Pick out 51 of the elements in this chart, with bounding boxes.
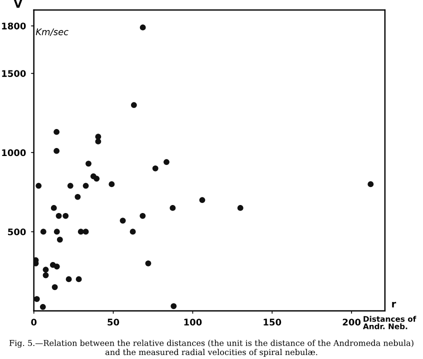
point — [368, 181, 374, 188]
point — [170, 205, 176, 211]
point — [74, 194, 81, 200]
point — [82, 182, 89, 189]
point — [108, 181, 115, 188]
point — [199, 197, 206, 204]
point — [40, 304, 46, 310]
point — [67, 182, 74, 189]
x-tick-label: 150 — [264, 318, 282, 326]
point — [152, 165, 158, 172]
point — [54, 129, 60, 135]
point — [66, 276, 72, 282]
caption: Fig. 5.—Relation between the relative distances (the unit is the distance of the Andromeda nebula) and the measured radial velocities of spiral nebulæ. — [9, 340, 414, 357]
x-tick-label: 0 — [31, 318, 37, 326]
y-tick-label: 1500 — [2, 70, 26, 77]
point — [130, 228, 136, 235]
point — [145, 260, 152, 266]
point — [42, 266, 49, 273]
point — [62, 212, 69, 219]
point — [56, 236, 63, 243]
point — [120, 218, 126, 224]
point — [140, 24, 146, 30]
point — [40, 228, 46, 235]
point — [95, 138, 102, 144]
point — [237, 205, 244, 211]
point — [42, 272, 49, 278]
y-tick-label: 1800 — [2, 22, 26, 30]
point — [130, 102, 137, 108]
point — [54, 148, 60, 154]
y-tick-label: 1000 — [2, 149, 26, 156]
point — [86, 160, 92, 167]
point — [170, 303, 177, 310]
point — [164, 159, 170, 166]
point — [140, 212, 146, 219]
annotation: Km/sec — [36, 28, 68, 36]
point — [50, 205, 57, 211]
x-tick-label: 50 — [108, 318, 120, 326]
x-tick-label: 200 — [342, 318, 361, 326]
point — [56, 212, 62, 219]
x-tick-label: 100 — [184, 318, 202, 326]
point — [82, 228, 89, 235]
point — [52, 284, 58, 290]
point — [94, 176, 100, 182]
point — [76, 276, 82, 282]
y-axis-title: V — [14, 0, 22, 8]
point — [78, 228, 84, 235]
x-axis-title: r — [392, 302, 396, 308]
point — [36, 182, 42, 189]
point — [54, 228, 60, 235]
point — [54, 264, 60, 270]
y-tick-label: 500 — [8, 228, 26, 236]
